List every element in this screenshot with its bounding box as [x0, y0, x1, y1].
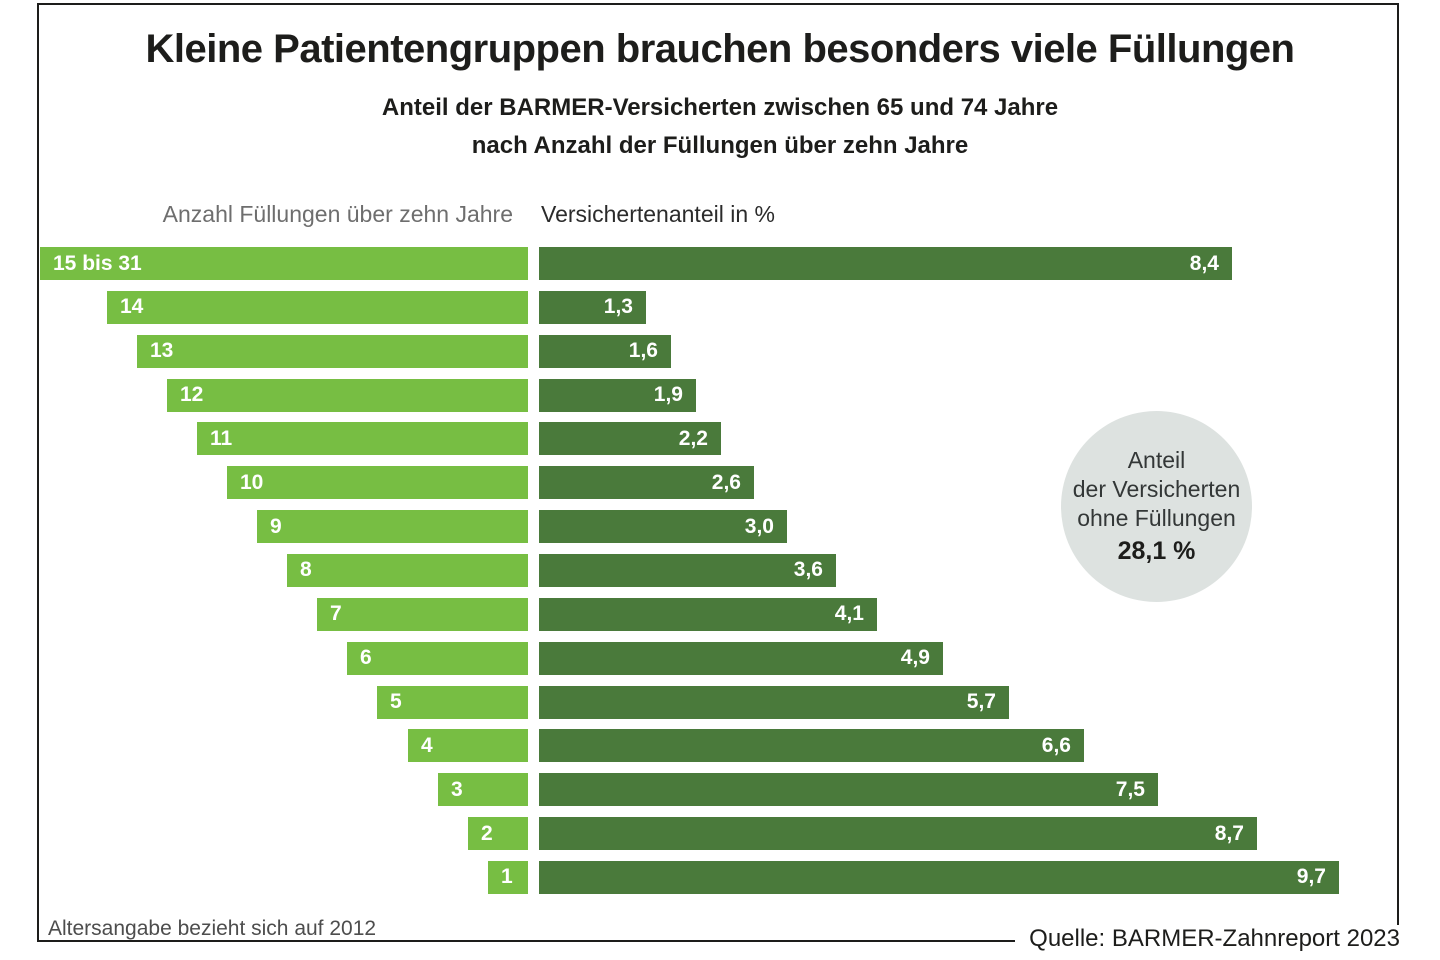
- filling-count-label: 5: [390, 690, 402, 713]
- chart-subtitle-line2: nach Anzahl der Füllungen über zehn Jahr…: [471, 132, 969, 159]
- filling-count-label: 7: [330, 602, 342, 626]
- filling-count-label: 10: [240, 470, 264, 494]
- filling-count-label: 13: [150, 339, 174, 363]
- filling-count-label: 4: [421, 733, 433, 757]
- share-bar: 1,9: [539, 378, 696, 412]
- filling-count-bar: 10: [227, 466, 528, 500]
- chart-frame: [37, 3, 1399, 942]
- share-value-label: 4,9: [900, 646, 930, 670]
- chart-row: 1 9,7: [40, 860, 1402, 894]
- source-credit: Quelle: BARMER-Zahnreport 2023: [1015, 925, 1406, 957]
- share-bar: 1,6: [539, 334, 671, 368]
- filling-count-bar: 4: [408, 729, 528, 763]
- filling-count-label: 12: [180, 383, 204, 407]
- share-bar: 4,1: [539, 597, 877, 631]
- share-value-label: 8,4: [1189, 251, 1219, 275]
- right-column-header: Versichertenanteil in %: [541, 201, 775, 227]
- share-bar: 8,7: [539, 817, 1257, 851]
- share-value-label: 1,3: [603, 295, 633, 319]
- filling-count-bar: 14: [107, 290, 528, 324]
- share-bar: 7,5: [539, 773, 1158, 807]
- chart-row: 12 1,9: [40, 378, 1402, 412]
- share-bar: 8,4: [539, 247, 1232, 280]
- filling-count-label: 6: [360, 646, 372, 670]
- chart-row: 7 4,1: [40, 597, 1402, 631]
- chart-row: 2 8,7: [40, 817, 1402, 851]
- filling-count-label: 14: [120, 295, 144, 319]
- filling-count-label: 1: [501, 865, 513, 889]
- chart-row: 6 4,9: [40, 641, 1402, 675]
- filling-count-label: 2: [481, 821, 493, 845]
- chart-subtitle-line1: Anteil der BARMER-Versicherten zwischen …: [381, 94, 1059, 121]
- bar-chart: 15 bis 31 8,4 14 1,3 13 1,6 12 1,9 11 2,2 10 2,6 9 3,…: [40, 247, 1402, 907]
- share-bar: 1,3: [539, 290, 646, 324]
- annotation-line1: Anteil: [1127, 447, 1186, 473]
- chart-row: 13 1,6: [40, 334, 1402, 368]
- share-bar: 6,6: [539, 729, 1084, 763]
- footnote: Altersangabe bezieht sich auf 2012: [48, 917, 377, 940]
- share-value-label: 6,6: [1041, 733, 1071, 757]
- filling-count-bar: 11: [197, 422, 528, 456]
- chart-row: 9 3,0: [40, 510, 1402, 544]
- chart-row: 4 6,6: [40, 729, 1402, 763]
- annotation-line3: ohne Füllungen: [1077, 505, 1236, 531]
- filling-count-bar: 9: [257, 510, 528, 544]
- filling-count-bar: 1: [488, 860, 528, 894]
- filling-count-bar: 15 bis 31: [40, 247, 528, 280]
- share-bar: 9,7: [539, 860, 1339, 894]
- chart-row: 11 2,2: [40, 422, 1402, 456]
- filling-count-bar: 2: [468, 817, 528, 851]
- filling-count-bar: 13: [137, 334, 528, 368]
- left-column-header: Anzahl Füllungen über zehn Jahre: [162, 201, 513, 227]
- filling-count-bar: 3: [438, 773, 528, 807]
- share-value-label: 2,2: [678, 426, 708, 450]
- chart-row: 15 bis 31 8,4: [40, 247, 1402, 280]
- share-value-label: 7,5: [1115, 777, 1145, 801]
- share-bar: 3,6: [539, 553, 836, 587]
- share-bar: 4,9: [539, 641, 943, 675]
- share-value-label: 1,6: [628, 339, 658, 363]
- filling-count-label: 11: [210, 426, 233, 450]
- share-value-label: 8,7: [1214, 821, 1244, 845]
- filling-count-bar: 6: [347, 641, 528, 675]
- share-value-label: 3,6: [793, 558, 823, 582]
- share-bar: 2,2: [539, 422, 721, 456]
- chart-row: 10 2,6: [40, 466, 1402, 500]
- share-value-label: 1,9: [653, 383, 683, 407]
- share-value-label: 9,7: [1296, 865, 1326, 889]
- filling-count-bar: 8: [287, 553, 528, 587]
- filling-count-bar: 7: [317, 597, 528, 631]
- chart-row: 5 5,7: [40, 685, 1402, 719]
- share-bar: 5,7: [539, 685, 1009, 719]
- chart-row: 3 7,5: [40, 773, 1402, 807]
- filling-count-bar: 12: [167, 378, 528, 412]
- share-bar: 3,0: [539, 510, 787, 544]
- share-value-label: 5,7: [966, 690, 996, 713]
- share-bar: 2,6: [539, 466, 754, 500]
- filling-count-label: 8: [300, 558, 312, 582]
- chart-row: 8 3,6: [40, 553, 1402, 587]
- annotation-line2: der Versicherten: [1072, 476, 1241, 502]
- annotation-value: 28,1 %: [1117, 537, 1196, 565]
- chart-title: Kleine Patientengruppen brauchen besonde…: [145, 27, 1296, 71]
- filling-count-label: 9: [270, 514, 282, 538]
- filling-count-label: 3: [451, 777, 463, 801]
- filling-count-bar: 5: [377, 685, 528, 719]
- share-value-label: 2,6: [711, 470, 741, 494]
- filling-count-label: 15 bis 31: [53, 251, 142, 275]
- share-value-label: 4,1: [834, 602, 864, 626]
- no-fillings-annotation-circle: Anteil der Versicherten ohne Füllungen 2…: [1061, 411, 1252, 602]
- chart-row: 14 1,3: [40, 290, 1402, 324]
- share-value-label: 3,0: [744, 514, 774, 538]
